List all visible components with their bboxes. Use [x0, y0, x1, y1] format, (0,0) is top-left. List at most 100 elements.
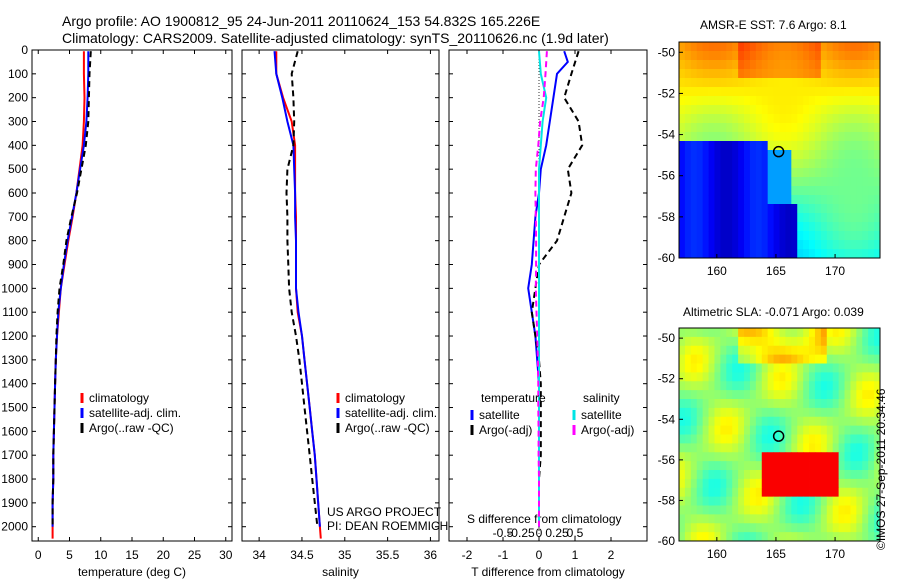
map-cell: [755, 478, 763, 489]
map-cell: [702, 51, 709, 61]
map-cell: [690, 195, 698, 205]
map-cell: [755, 51, 763, 61]
map-cell: [679, 470, 686, 480]
map-cell: [820, 390, 828, 400]
map-cell: [809, 363, 816, 373]
map-cell: [785, 345, 792, 356]
map-cell: [838, 416, 845, 427]
map-cell: [720, 532, 727, 542]
map-cell: [826, 381, 834, 391]
map-cell: [690, 249, 698, 259]
map-cell: [797, 345, 804, 356]
map-cell: [684, 372, 692, 382]
map-cell: [714, 204, 721, 214]
map-cell: [856, 487, 863, 498]
map-cell: [755, 213, 763, 223]
map-cell: [803, 443, 810, 453]
map-cell: [874, 240, 881, 250]
map-cell: [791, 390, 798, 400]
map-cell: [856, 195, 863, 205]
map-cell: [856, 186, 863, 196]
map-cell: [726, 204, 733, 214]
map-cell: [726, 487, 733, 498]
map-cell: [684, 514, 692, 524]
map-cell: [785, 132, 792, 142]
map-cell: [744, 514, 751, 524]
map-frame: [678, 41, 881, 259]
map-cell: [714, 434, 721, 444]
map-cell: [684, 60, 692, 70]
map-cell: [820, 470, 828, 480]
y-tick-label: 1400: [1, 377, 28, 391]
map-cell: [684, 452, 692, 462]
map-cell: [720, 328, 727, 338]
map-cell: [862, 42, 869, 52]
map-cell: [755, 443, 763, 453]
map-cell: [838, 452, 845, 462]
map-cell: [755, 345, 763, 356]
map-cell: [761, 425, 769, 435]
map-cell: [749, 42, 757, 52]
x-tick-label: 25: [188, 548, 202, 562]
map-cell: [826, 168, 834, 178]
map-cell: [738, 532, 745, 542]
map-cell: [755, 105, 763, 115]
map-cell: [803, 514, 810, 524]
map-cell: [838, 487, 845, 498]
map-cell: [755, 141, 763, 151]
map-cell: [826, 505, 834, 515]
map-cell: [749, 478, 757, 489]
map-cell: [803, 141, 810, 151]
map-cell: [820, 87, 828, 97]
map-cell: [820, 240, 828, 250]
map-cell: [690, 505, 698, 515]
map-cell: [696, 381, 704, 391]
map-cell: [749, 399, 757, 409]
map-cell: [744, 51, 751, 61]
map-cell: [773, 240, 780, 250]
map-cell: [714, 336, 721, 347]
map-cell: [832, 141, 840, 151]
map-cell: [767, 177, 774, 187]
map-cell: [696, 372, 704, 382]
map-cell: [708, 416, 715, 427]
map-cell: [874, 381, 881, 391]
map-cell: [738, 416, 745, 427]
map-cell: [738, 399, 745, 409]
map-cell: [874, 123, 881, 133]
map-cell: [868, 132, 875, 142]
map-cell: [714, 532, 721, 542]
y-tick-label: 1900: [1, 496, 28, 510]
map-cell: [738, 523, 745, 533]
map-cell: [773, 177, 780, 187]
map-cell: [809, 416, 816, 427]
map-cell: [803, 231, 810, 241]
map-cell: [791, 434, 798, 444]
map-cell: [696, 42, 704, 52]
map-cell: [773, 195, 780, 205]
map-cell: [738, 372, 745, 382]
map-cell: [726, 222, 733, 232]
map-cell: [749, 328, 757, 338]
map-cell: [726, 231, 733, 241]
map-cell: [803, 372, 810, 382]
map-cell: [684, 150, 692, 160]
map-cell: [732, 523, 739, 533]
map-cell: [720, 123, 727, 133]
map-cell: [732, 496, 739, 506]
map-cell: [779, 363, 786, 373]
map-cell: [761, 328, 769, 338]
map-cell: [684, 186, 692, 196]
map-cell: [832, 231, 840, 241]
map-cell: [732, 452, 739, 462]
map-cell: [702, 123, 709, 133]
map-cell: [826, 195, 834, 205]
map-cell: [838, 60, 845, 70]
map-cell: [785, 186, 792, 196]
map-cell: [767, 434, 774, 444]
map-cell: [761, 213, 769, 223]
map-cell: [850, 204, 857, 214]
legend-label: Argo(..raw -QC): [345, 421, 430, 435]
map-cell: [690, 461, 698, 471]
map-cell: [797, 195, 804, 205]
